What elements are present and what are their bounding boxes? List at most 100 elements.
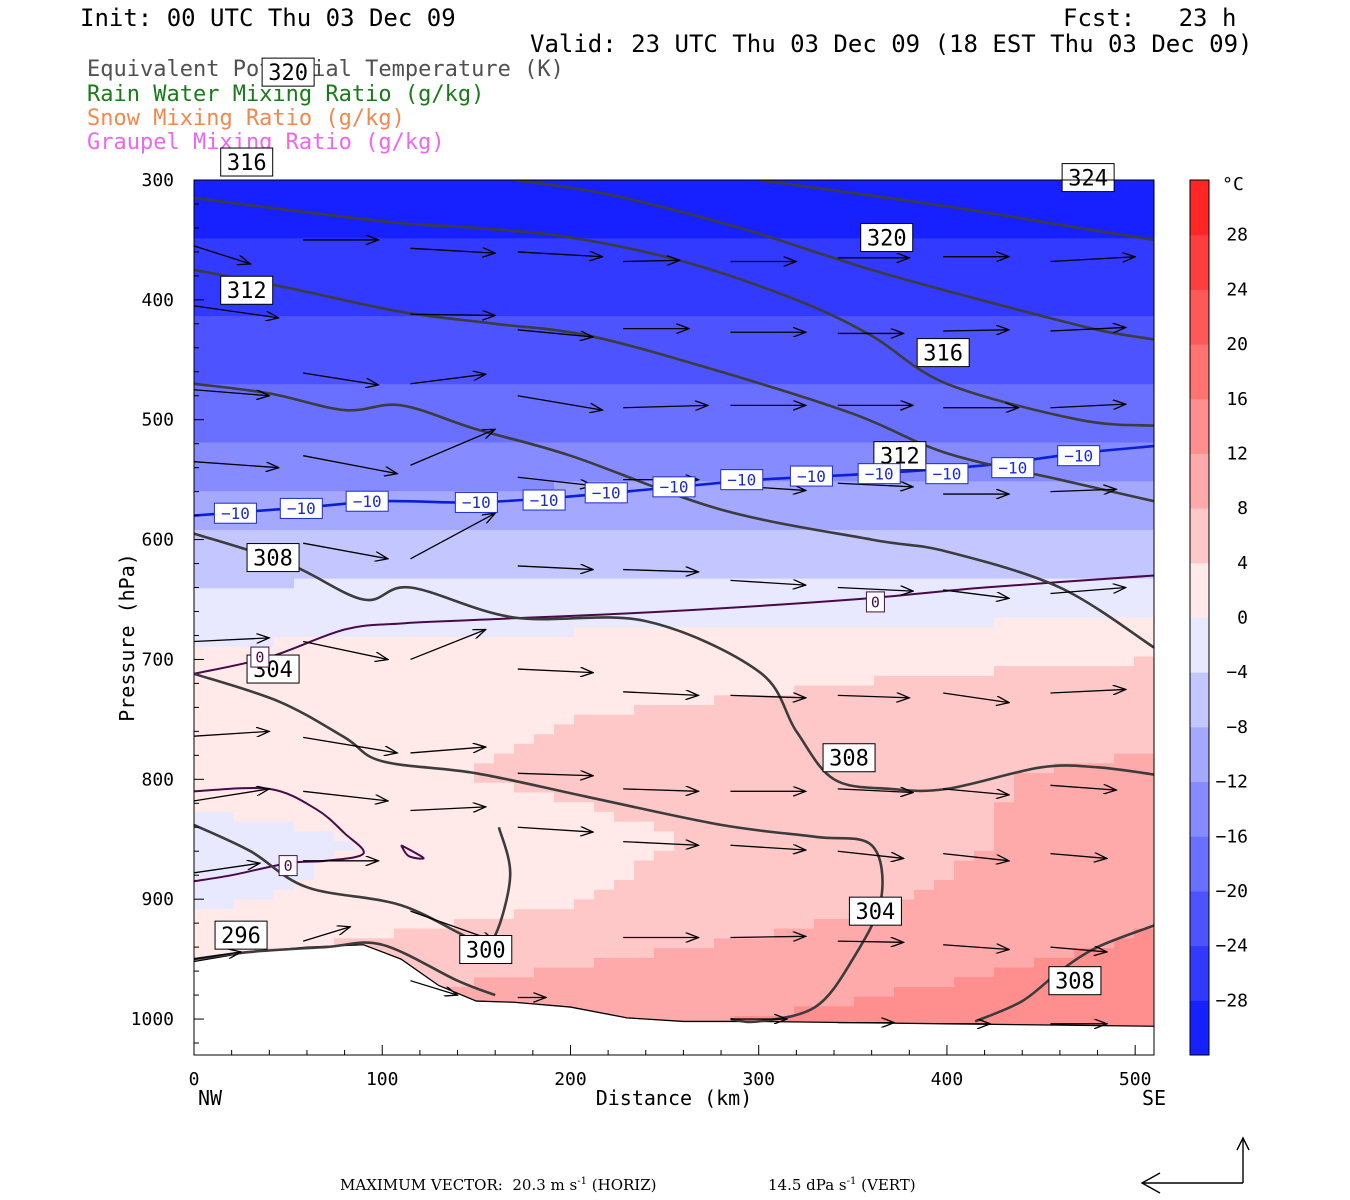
field-cell — [334, 325, 355, 337]
field-cell — [534, 860, 555, 871]
field-cell — [974, 977, 995, 988]
field-cell — [714, 199, 735, 210]
field-cell — [434, 831, 455, 842]
field-cell — [754, 617, 775, 628]
field-cell — [354, 685, 375, 696]
field-cell — [454, 364, 475, 376]
field-cell — [874, 685, 895, 696]
field-cell — [574, 753, 595, 764]
field-cell — [294, 909, 315, 920]
field-cell — [974, 325, 995, 337]
field-cell — [514, 403, 535, 414]
field-cell — [634, 432, 655, 444]
field-cell — [1014, 442, 1035, 453]
field-cell — [494, 520, 515, 531]
field-cell — [474, 967, 495, 978]
field-cell — [1114, 374, 1135, 385]
field-cell — [974, 335, 995, 346]
field-cell — [574, 841, 595, 852]
field-cell — [894, 792, 915, 803]
field-cell — [714, 384, 735, 395]
field-cell — [674, 685, 695, 696]
field-cell — [774, 656, 795, 667]
field-cell — [314, 539, 335, 551]
field-cell — [954, 364, 975, 376]
field-cell — [374, 306, 395, 317]
field-cell — [774, 403, 795, 414]
field-cell — [334, 491, 355, 502]
field-cell — [374, 656, 395, 667]
field-cell — [1114, 899, 1135, 910]
field-cell — [994, 559, 1015, 570]
field-cell — [294, 248, 315, 259]
field-cell — [1134, 734, 1154, 745]
field-cell — [974, 510, 995, 521]
field-cell — [954, 802, 975, 813]
field-cell — [534, 199, 555, 210]
field-cell — [414, 714, 435, 726]
field-cell — [254, 627, 275, 638]
field-cell — [654, 986, 675, 998]
field-cell — [794, 918, 815, 930]
field-cell — [234, 578, 255, 589]
field-cell — [774, 821, 795, 832]
field-cell — [214, 714, 235, 726]
field-cell — [354, 364, 375, 376]
field-cell — [954, 374, 975, 385]
field-cell — [514, 374, 535, 385]
field-cell — [534, 734, 555, 745]
field-cell — [694, 325, 715, 337]
field-cell — [514, 180, 535, 191]
field-cell — [634, 209, 655, 220]
field-cell — [874, 705, 895, 716]
field-cell — [554, 996, 575, 1007]
field-cell — [1034, 520, 1055, 531]
field-cell — [294, 306, 315, 317]
isotherm-zero-label-box — [250, 646, 270, 668]
field-cell — [854, 403, 875, 414]
field-cell — [254, 471, 275, 482]
field-cell — [1114, 345, 1135, 356]
field-cell — [1054, 899, 1075, 910]
field-cell — [194, 471, 215, 482]
field-cell — [634, 753, 655, 764]
field-cell — [734, 627, 755, 638]
field-cell — [1114, 549, 1135, 560]
field-cell — [834, 617, 855, 628]
field-cell — [1034, 306, 1055, 317]
field-cell — [634, 335, 655, 346]
field-cell — [614, 948, 635, 959]
field-cell — [694, 248, 715, 259]
field-cell — [974, 500, 995, 512]
field-cell — [214, 734, 235, 745]
field-cell — [534, 986, 555, 998]
field-cell — [814, 384, 835, 395]
field-cell — [914, 238, 935, 249]
field-cell — [514, 588, 535, 599]
field-cell — [1074, 228, 1095, 239]
field-cell — [714, 792, 735, 803]
field-cell — [834, 335, 855, 346]
field-cell — [1074, 821, 1095, 832]
field-cell — [474, 257, 495, 269]
field-cell — [774, 938, 795, 949]
field-cell — [594, 996, 615, 1007]
field-cell — [894, 432, 915, 444]
field-cell — [1094, 335, 1115, 346]
field-cell — [594, 228, 615, 239]
field-cell — [834, 792, 855, 803]
field-cell — [294, 734, 315, 745]
field-cell — [874, 617, 895, 628]
field-cell — [614, 393, 635, 405]
theta-e-label: 308 — [1048, 966, 1102, 996]
field-cell — [1034, 656, 1055, 667]
field-cell — [334, 432, 355, 444]
field-cell — [634, 782, 655, 794]
field-cell — [1114, 880, 1135, 891]
field-cell — [834, 627, 855, 638]
field-cell — [514, 918, 535, 930]
field-cell — [374, 316, 395, 327]
field-cell — [1014, 316, 1035, 327]
field-cell — [954, 598, 975, 609]
field-cell — [314, 432, 335, 444]
